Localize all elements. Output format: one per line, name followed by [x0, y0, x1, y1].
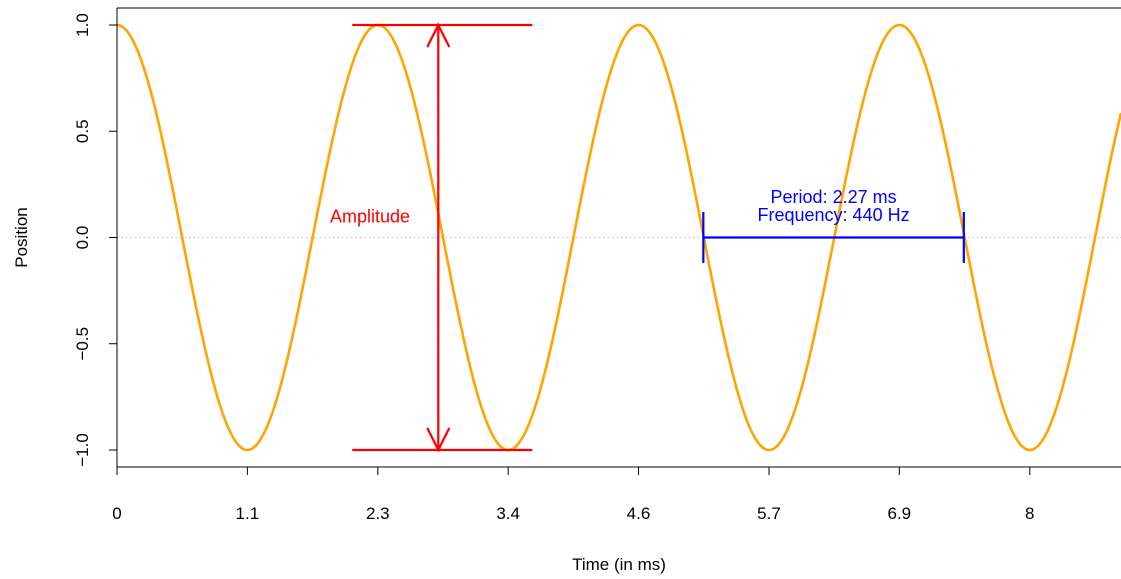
wave-series-line	[116, 23, 1121, 452]
x-tick-label: 6.9	[887, 504, 911, 523]
amplitude-arrowhead-up	[426, 22, 451, 48]
y-tick-label: 0.0	[73, 226, 92, 250]
x-tick-label: 2.3	[366, 504, 390, 523]
frequency-label: Frequency: 440 Hz	[758, 205, 910, 225]
y-tick-label: 1.0	[73, 13, 92, 37]
x-tick-label: 0	[112, 504, 121, 523]
x-tick-label: 5.7	[757, 504, 781, 523]
period-label: Period: 2.27 ms	[771, 187, 897, 207]
y-tick-label: 0.5	[73, 119, 92, 143]
x-tick-label: 3.4	[496, 504, 520, 523]
x-tick-label: 1.1	[236, 504, 260, 523]
amplitude-label: Amplitude	[330, 206, 410, 226]
y-tick-label: −0.5	[73, 327, 92, 361]
y-tick-label: −1.0	[73, 433, 92, 467]
amplitude-arrowhead-down	[426, 427, 451, 453]
y-axis-title: Position	[12, 207, 31, 267]
x-tick-label: 8	[1025, 504, 1034, 523]
x-tick-label: 4.6	[627, 504, 651, 523]
x-axis-title: Time (in ms)	[572, 555, 666, 574]
plot-area: 0 1.1 2.3 3.4 4.6 5.7 6.9 8 1.0 0.5 0.0 −0.5 −1.0 Amp…	[73, 7, 1121, 523]
